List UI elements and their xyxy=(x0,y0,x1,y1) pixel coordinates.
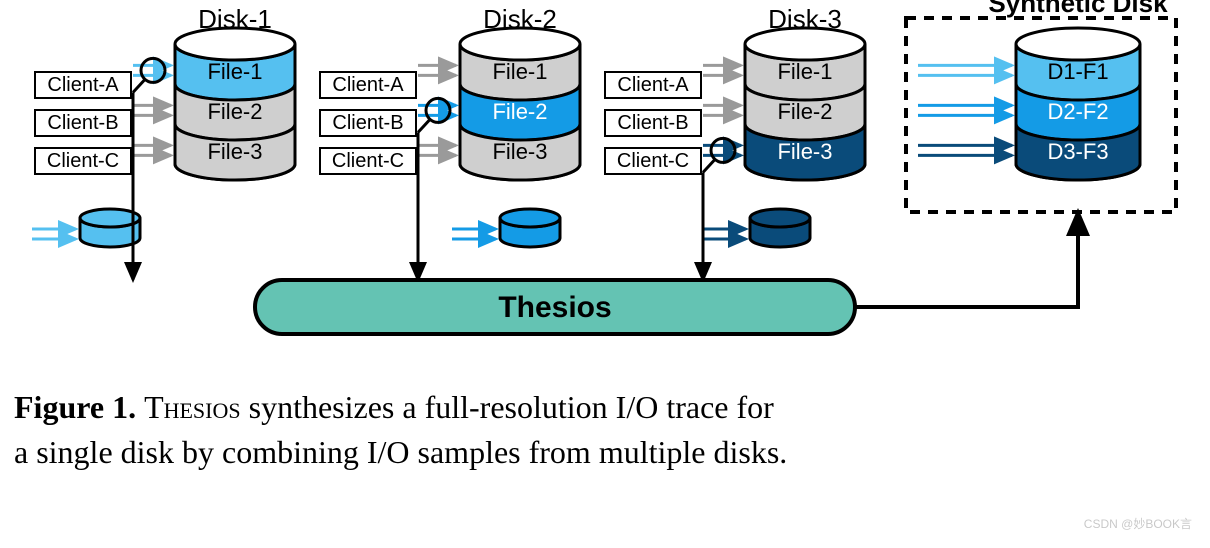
svg-text:D1-F1: D1-F1 xyxy=(1047,59,1108,84)
watermark: CSDN @妙BOOK言 xyxy=(1084,515,1192,532)
diagram-svg: Disk-1File-1File-2File-3Client-AClient-B… xyxy=(0,0,1210,360)
svg-text:File-1: File-1 xyxy=(207,59,262,84)
svg-text:File-3: File-3 xyxy=(207,139,262,164)
svg-text:File-3: File-3 xyxy=(492,139,547,164)
svg-text:D2-F2: D2-F2 xyxy=(1047,99,1108,124)
svg-text:File-2: File-2 xyxy=(777,99,832,124)
figure-caption: Figure 1. Thesios synthesizes a full-res… xyxy=(0,360,1210,475)
svg-text:File-1: File-1 xyxy=(492,59,547,84)
svg-text:Client-B: Client-B xyxy=(47,112,118,134)
svg-text:Client-B: Client-B xyxy=(617,112,688,134)
svg-text:Client-B: Client-B xyxy=(332,112,403,134)
svg-text:Synthetic Disk: Synthetic Disk xyxy=(988,0,1168,18)
caption-lead: Figure 1. xyxy=(14,389,136,425)
svg-text:Client-A: Client-A xyxy=(47,74,119,96)
svg-text:File-1: File-1 xyxy=(777,59,832,84)
diagram-stage: Disk-1File-1File-2File-3Client-AClient-B… xyxy=(0,0,1210,360)
svg-text:Client-A: Client-A xyxy=(332,74,404,96)
svg-text:File-3: File-3 xyxy=(777,139,832,164)
svg-text:Client-A: Client-A xyxy=(617,74,689,96)
svg-text:File-2: File-2 xyxy=(207,99,262,124)
svg-text:D3-F3: D3-F3 xyxy=(1047,139,1108,164)
svg-text:Client-C: Client-C xyxy=(617,150,689,172)
caption-rest2: a single disk by combining I/O samples f… xyxy=(14,434,787,470)
svg-text:Client-C: Client-C xyxy=(332,150,404,172)
caption-rest1: synthesizes a full-resolution I/O trace … xyxy=(241,389,774,425)
caption-name: Thesios xyxy=(144,389,241,425)
svg-text:File-2: File-2 xyxy=(492,99,547,124)
svg-text:Client-C: Client-C xyxy=(47,150,119,172)
svg-text:Thesios: Thesios xyxy=(498,291,611,324)
